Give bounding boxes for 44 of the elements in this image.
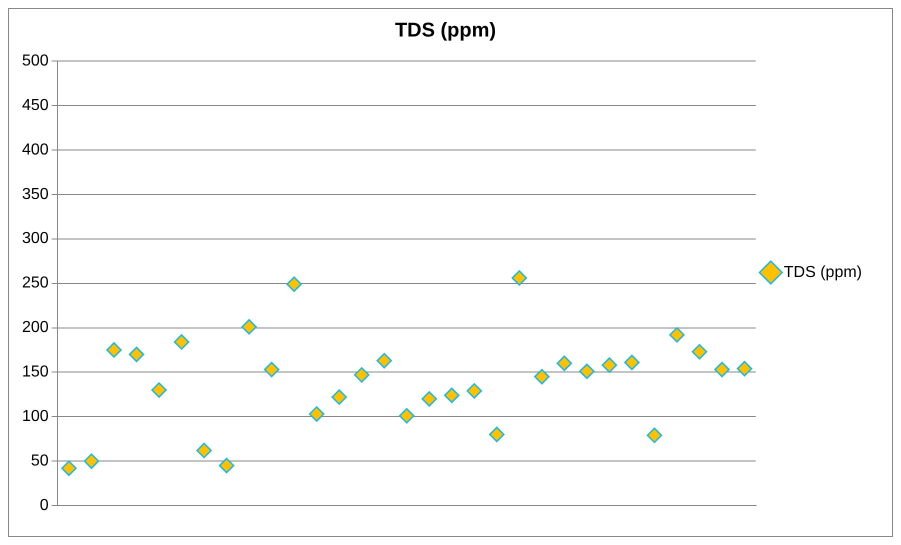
point (174, 334, 190, 350)
point (331, 389, 347, 405)
point (106, 342, 122, 358)
point (151, 382, 167, 398)
point (398, 408, 414, 424)
point (736, 360, 752, 376)
point (128, 346, 144, 362)
point (579, 364, 595, 380)
point (489, 426, 505, 442)
point (534, 368, 550, 384)
point (669, 327, 685, 343)
point (354, 367, 370, 383)
y-tick-label: 0 (40, 497, 49, 514)
point (84, 453, 100, 469)
point (264, 362, 280, 378)
y-tick-label: 400 (22, 141, 49, 158)
point (692, 344, 708, 360)
point (241, 319, 257, 335)
point (556, 356, 572, 372)
chart-title: TDS (ppm) (394, 20, 496, 42)
point (602, 357, 618, 373)
point (61, 460, 77, 476)
y-tick-label: 350 (22, 186, 49, 203)
point (646, 428, 662, 444)
y-tick-label: 150 (22, 364, 49, 381)
point (444, 388, 460, 404)
point (714, 362, 730, 378)
point (286, 276, 302, 292)
y-tick-label: 100 (22, 408, 49, 426)
y-tick-label: 200 (22, 319, 49, 336)
legend-label: TDS (ppm) (784, 264, 862, 281)
point (466, 383, 482, 399)
y-tick-label: 250 (22, 274, 49, 292)
point (624, 354, 640, 370)
point (308, 406, 324, 422)
point (196, 442, 212, 458)
point (512, 270, 528, 286)
point (422, 391, 438, 407)
point (218, 458, 234, 474)
y-tick-label: 50 (30, 452, 49, 470)
point (376, 352, 392, 368)
y-tick-label: 300 (22, 230, 49, 248)
y-tick-label: 450 (22, 96, 49, 114)
y-tick-label: 500 (22, 52, 49, 70)
